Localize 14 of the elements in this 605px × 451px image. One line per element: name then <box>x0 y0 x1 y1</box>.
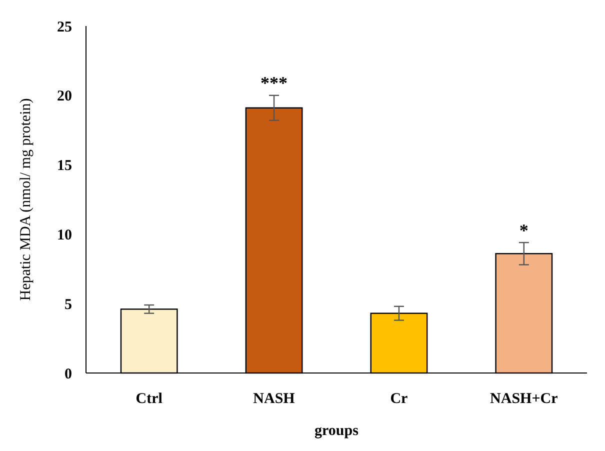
x-tick-label: Cr <box>390 391 408 407</box>
x-tick-label: Ctrl <box>136 391 162 407</box>
y-tick-label: 20 <box>57 88 72 105</box>
y-tick-label: 5 <box>64 296 72 313</box>
y-tick-label: 10 <box>57 227 72 244</box>
y-tick-label: 25 <box>57 19 72 36</box>
y-tick-label: 15 <box>57 158 72 174</box>
x-tick-label: NASH+Cr <box>490 391 558 407</box>
x-tick-label: NASH <box>253 391 296 407</box>
y-axis-title: Hepatic MDA (nmol/ mg protein) <box>18 98 34 301</box>
annotation: * <box>519 220 528 240</box>
annotation: *** <box>260 73 288 94</box>
x-axis-title: groups <box>314 423 359 439</box>
y-tick-label: 0 <box>64 366 72 382</box>
